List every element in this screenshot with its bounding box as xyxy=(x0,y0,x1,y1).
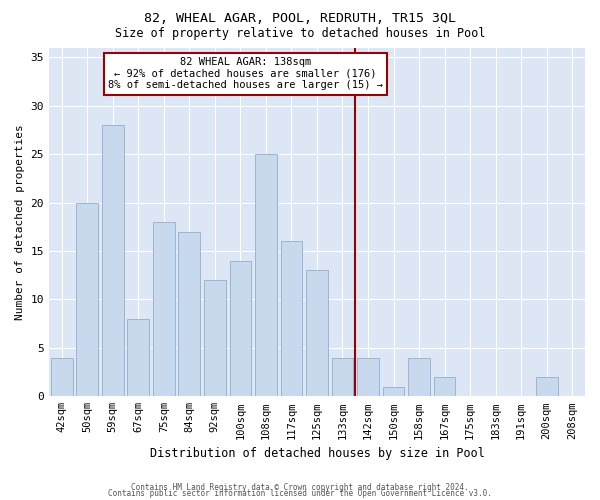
X-axis label: Distribution of detached houses by size in Pool: Distribution of detached houses by size … xyxy=(149,447,484,460)
Bar xyxy=(255,154,277,396)
Bar xyxy=(408,358,430,397)
Bar xyxy=(230,260,251,396)
Bar xyxy=(536,377,557,396)
Bar xyxy=(127,319,149,396)
Text: Contains HM Land Registry data © Crown copyright and database right 2024.: Contains HM Land Registry data © Crown c… xyxy=(131,484,469,492)
Bar xyxy=(51,358,73,397)
Bar xyxy=(153,222,175,396)
Bar xyxy=(76,202,98,396)
Y-axis label: Number of detached properties: Number of detached properties xyxy=(15,124,25,320)
Text: 82 WHEAL AGAR: 138sqm
← 92% of detached houses are smaller (176)
8% of semi-deta: 82 WHEAL AGAR: 138sqm ← 92% of detached … xyxy=(108,57,383,90)
Bar xyxy=(357,358,379,397)
Text: Contains public sector information licensed under the Open Government Licence v3: Contains public sector information licen… xyxy=(108,490,492,498)
Bar xyxy=(204,280,226,396)
Bar xyxy=(102,125,124,396)
Bar xyxy=(332,358,353,397)
Bar xyxy=(281,242,302,396)
Bar xyxy=(434,377,455,396)
Bar xyxy=(383,386,404,396)
Bar xyxy=(178,232,200,396)
Bar xyxy=(306,270,328,396)
Text: 82, WHEAL AGAR, POOL, REDRUTH, TR15 3QL: 82, WHEAL AGAR, POOL, REDRUTH, TR15 3QL xyxy=(144,12,456,26)
Text: Size of property relative to detached houses in Pool: Size of property relative to detached ho… xyxy=(115,28,485,40)
